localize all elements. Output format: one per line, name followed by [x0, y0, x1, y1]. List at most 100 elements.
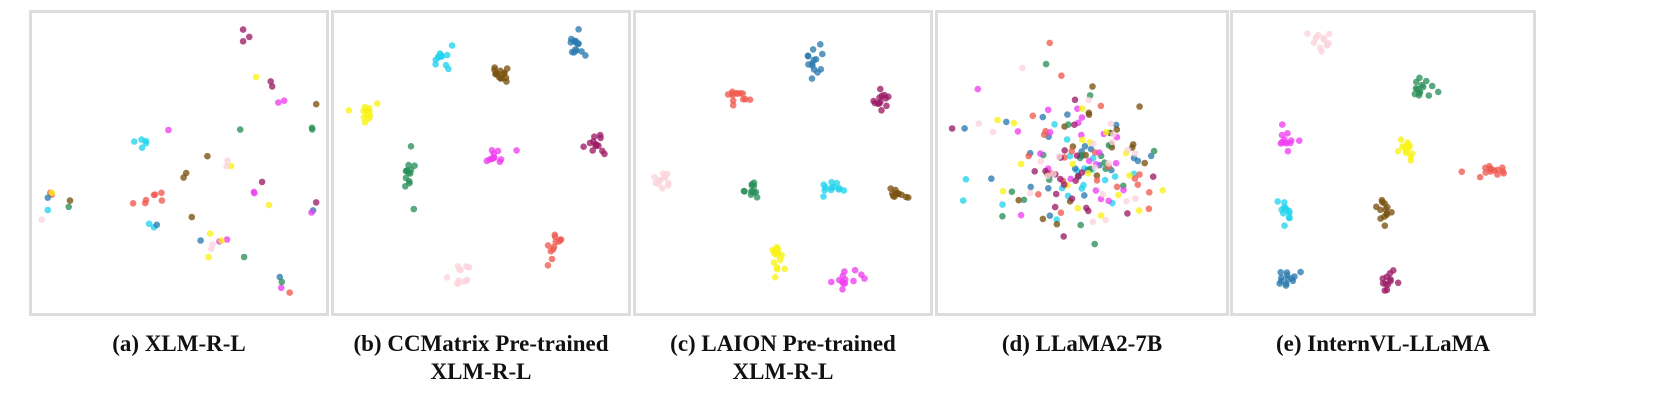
point-magenta [1014, 128, 1022, 135]
point-cyan [1051, 121, 1058, 128]
point-maroon [591, 133, 598, 140]
point-magenta [974, 85, 982, 93]
point-yellow [778, 252, 785, 259]
point-cyan [1101, 176, 1109, 184]
point-green [1414, 85, 1421, 93]
point-maroon [1387, 277, 1394, 285]
point-red [557, 236, 565, 243]
point-blue [582, 52, 589, 59]
plot-frame-c [633, 10, 933, 316]
point-red [1145, 205, 1153, 213]
point-magenta [1017, 211, 1025, 219]
point-pink [655, 180, 662, 187]
point-pink [1089, 218, 1097, 226]
point-brown [491, 64, 498, 71]
point-red [1040, 131, 1048, 138]
point-brown [1384, 203, 1391, 211]
point-pink [209, 241, 216, 248]
point-blue [810, 66, 818, 73]
point-yellow [1084, 169, 1092, 177]
point-brown [1113, 126, 1121, 133]
point-pink [1099, 191, 1107, 198]
caption-d: (d) LLaMA2-7B [935, 330, 1229, 358]
point-magenta [1284, 147, 1292, 155]
point-green [748, 188, 755, 195]
point-pink [463, 276, 471, 284]
point-yellow [1017, 160, 1025, 168]
point-yellow [1394, 147, 1402, 155]
point-green [1413, 78, 1420, 86]
point-magenta [1092, 187, 1100, 194]
point-pink [651, 173, 658, 181]
point-blue [1039, 113, 1047, 121]
point-cyan [435, 54, 442, 61]
point-pink [455, 277, 463, 284]
point-cyan [138, 144, 146, 151]
point-magenta [839, 272, 847, 280]
point-brown [312, 100, 320, 108]
point-pink [1124, 146, 1132, 154]
point-blue [197, 237, 204, 244]
point-maroon [1149, 173, 1157, 180]
point-brown [1381, 222, 1389, 229]
point-magenta [165, 126, 172, 134]
point-maroon [1390, 267, 1397, 274]
caption-c-line-1: (c) LAION Pre-trained [670, 331, 896, 356]
point-yellow [999, 187, 1007, 195]
point-maroon [592, 142, 599, 150]
point-red [729, 102, 737, 109]
point-maroon [948, 125, 956, 132]
point-blue [819, 50, 826, 58]
point-maroon [1381, 287, 1389, 294]
point-red [1134, 181, 1142, 188]
point-pink [1320, 34, 1327, 42]
point-yellow [771, 273, 779, 281]
point-blue [1081, 143, 1089, 150]
point-brown [492, 70, 499, 78]
caption-e-line-1: (e) InternVL-LLaMA [1276, 331, 1490, 356]
point-blue [1081, 192, 1088, 199]
scatter-plot-d [935, 10, 1229, 316]
point-yellow [1078, 105, 1086, 112]
point-green [410, 205, 418, 213]
point-red [544, 242, 552, 249]
point-pink [1110, 131, 1117, 138]
point-green [1428, 82, 1436, 90]
point-pink [1108, 138, 1116, 146]
point-maroon [239, 26, 247, 33]
caption-b-line-1: (b) CCMatrix Pre-trained [353, 331, 609, 356]
point-brown [1373, 203, 1380, 211]
point-red [734, 90, 741, 97]
point-green [1418, 81, 1426, 89]
point-pink [1105, 159, 1112, 167]
point-cyan [835, 186, 843, 193]
point-pink [1325, 30, 1333, 38]
point-red [158, 189, 165, 197]
point-yellow [48, 189, 56, 197]
point-green [1091, 240, 1098, 248]
point-maroon [246, 33, 253, 41]
point-green [240, 253, 248, 261]
point-magenta [488, 155, 495, 163]
point-cyan [131, 138, 138, 145]
point-maroon [885, 93, 892, 100]
point-green [999, 213, 1006, 220]
point-red [551, 233, 559, 241]
caption-c-line-2: XLM-R-L [732, 359, 834, 384]
point-green [236, 126, 244, 133]
point-pink [975, 120, 983, 127]
point-pink [1102, 216, 1109, 224]
point-green [1423, 77, 1430, 85]
point-pink [1314, 31, 1322, 39]
point-green [65, 203, 72, 211]
point-magenta [275, 99, 282, 106]
point-brown [1089, 83, 1096, 90]
point-red [1458, 168, 1466, 175]
point-red [150, 191, 158, 199]
scatter-plot-a [29, 10, 329, 316]
point-maroon [1073, 152, 1081, 159]
point-blue [568, 35, 575, 43]
point-green [750, 182, 758, 190]
scatter-plot-b [331, 10, 631, 316]
point-blue [1045, 185, 1052, 192]
